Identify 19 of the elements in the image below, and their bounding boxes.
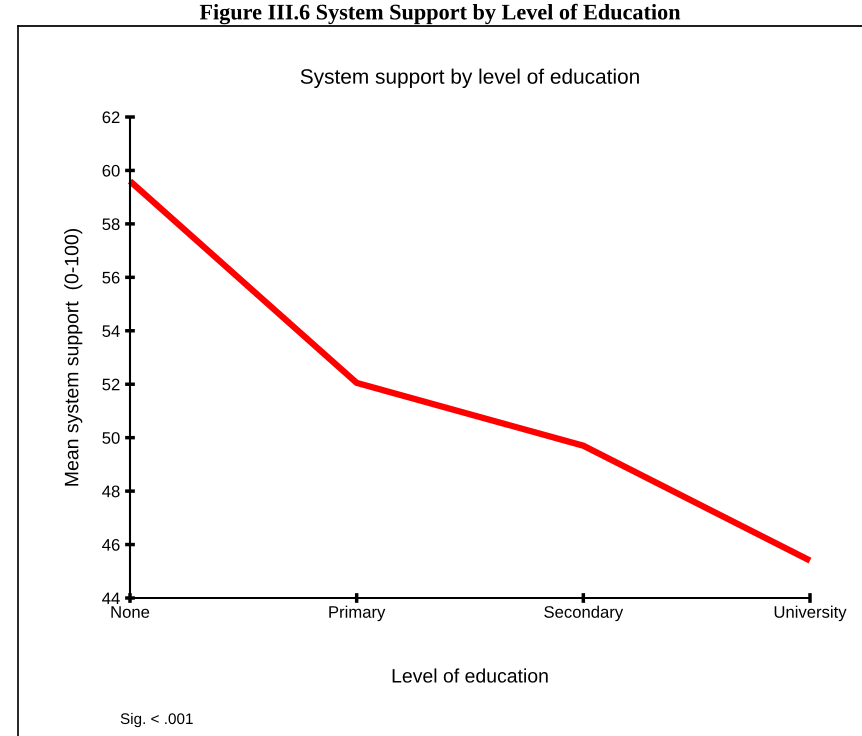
x-tick-label: Secondary	[544, 606, 624, 622]
y-tick-label: 46	[102, 538, 120, 551]
y-tick-label: 44	[102, 592, 120, 604]
chart-subtitle: System support by level of education	[300, 68, 639, 88]
y-tick-label: 54	[102, 325, 120, 337]
y-tick-label: 52	[102, 378, 120, 390]
x-tick-label: University	[774, 606, 847, 622]
x-tick-label: None	[111, 606, 150, 618]
y-tick-label: 50	[102, 432, 120, 444]
text: Sig. < .001	[120, 712, 193, 728]
x-tick-label: Primary	[329, 606, 386, 622]
y-tick-label: 58	[102, 218, 120, 230]
x-axis-title: Level of education	[392, 668, 548, 683]
chart-title: Figure III.6 System Support by Level of Education	[200, 4, 680, 24]
y-tick-label: 56	[102, 272, 120, 284]
y-tick-label: 48	[102, 486, 120, 498]
y-tick-label: 62	[102, 111, 120, 124]
y-tick-label: 60	[102, 164, 120, 177]
y-axis-title: Mean system support (0-100)	[64, 229, 82, 486]
